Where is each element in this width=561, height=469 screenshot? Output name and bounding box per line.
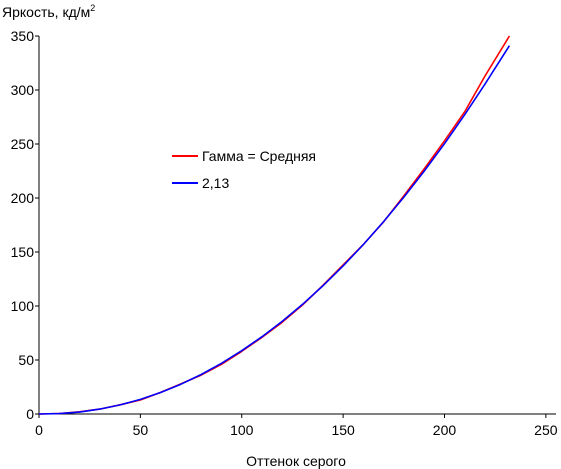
series-lines xyxy=(38,35,511,415)
y-axis-label: Яркость, кд/м2 xyxy=(2,3,95,20)
x-tick-label: 50 xyxy=(133,422,149,438)
x-tick-label: 0 xyxy=(35,422,43,438)
y-axis-label-superscript: 2 xyxy=(90,3,95,13)
x-axis-label: Оттенок серого xyxy=(246,453,346,469)
y-tick-label: 350 xyxy=(11,28,35,44)
legend-label: Гамма = Средняя xyxy=(202,148,316,164)
x-tick-label: 100 xyxy=(230,422,254,438)
y-axis-ticks: 0 50 100 150 200 250 300 350 xyxy=(11,28,39,422)
x-tick-label: 200 xyxy=(433,422,457,438)
y-tick-label: 200 xyxy=(11,190,35,206)
y-axis-label-text: Яркость, кд/м xyxy=(2,4,90,20)
series-line-2 xyxy=(38,45,511,415)
y-tick-label: 0 xyxy=(26,406,34,422)
y-tick-label: 150 xyxy=(11,244,35,260)
y-tick-label: 50 xyxy=(18,352,34,368)
y-tick-label: 100 xyxy=(11,298,35,314)
legend-label: 2,13 xyxy=(202,175,229,191)
y-tick-label: 300 xyxy=(11,82,35,98)
x-axis-ticks: 0 50 100 150 200 250 xyxy=(35,414,558,438)
y-tick-label: 250 xyxy=(11,136,35,152)
legend: Гамма = Средняя 2,13 xyxy=(172,148,316,191)
x-tick-label: 150 xyxy=(331,422,355,438)
x-tick-label: 250 xyxy=(534,422,558,438)
series-line-1 xyxy=(38,35,511,415)
axes xyxy=(38,36,556,415)
